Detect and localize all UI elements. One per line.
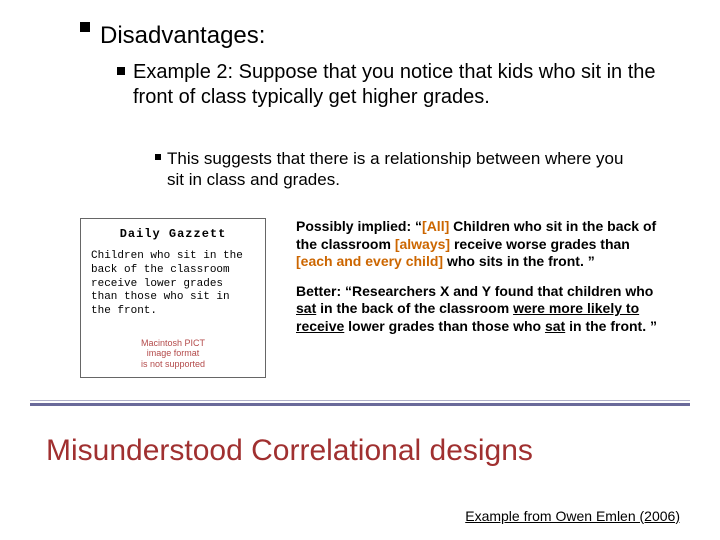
underlined-sat-2: sat — [545, 318, 565, 334]
bullet-level-1: Disadvantages: — [80, 22, 265, 50]
quote-open: “ — [415, 218, 422, 234]
square-bullet-icon — [155, 154, 161, 160]
better-text: in the back of the classroom — [316, 300, 513, 316]
relationship-text: This suggests that there is a relationsh… — [167, 148, 645, 191]
better-text: lower grades than those who — [344, 318, 545, 334]
better-paragraph: Better: “Researchers X and Y found that … — [296, 283, 670, 336]
bracket-each: [each and every child] — [296, 253, 443, 269]
bullet-level-3: This suggests that there is a relationsh… — [155, 148, 645, 191]
pict-placeholder: Macintosh PICT image format is not suppo… — [81, 338, 265, 369]
implied-text: who sits in the front. ” — [443, 253, 595, 269]
underlined-sat: sat — [296, 300, 316, 316]
divider-thick-line — [30, 403, 690, 406]
slide-title: Misunderstood Correlational designs — [46, 434, 533, 468]
bullet-level-2: Example 2: Suppose that you notice that … — [117, 60, 657, 110]
slide: Disadvantages: Example 2: Suppose that y… — [0, 0, 720, 540]
two-column-area: Daily Gazzett Children who sit in the ba… — [80, 218, 670, 378]
better-label: Better: — [296, 283, 345, 299]
newspaper-body: Children who sit in the back of the clas… — [91, 250, 255, 319]
newspaper-header: Daily Gazzett — [91, 227, 255, 242]
placeholder-line: image format — [147, 348, 200, 358]
newspaper-box: Daily Gazzett Children who sit in the ba… — [80, 218, 266, 378]
square-bullet-icon — [117, 67, 125, 75]
square-bullet-icon — [80, 22, 90, 32]
attribution-link[interactable]: Example from Owen Emlen (2006) — [465, 508, 680, 524]
implied-label: Possibly implied: — [296, 218, 415, 234]
placeholder-line: Macintosh PICT — [141, 338, 205, 348]
placeholder-line: is not supported — [141, 359, 205, 369]
divider — [30, 400, 690, 406]
right-column: Possibly implied: “[All] Children who si… — [296, 218, 670, 378]
example-text: Example 2: Suppose that you notice that … — [133, 60, 657, 110]
disadvantages-heading: Disadvantages: — [100, 22, 265, 50]
divider-thin-line — [30, 400, 690, 401]
better-text: “Researchers X and Y found that children… — [345, 283, 653, 299]
possibly-implied-paragraph: Possibly implied: “[All] Children who si… — [296, 218, 670, 271]
bracket-always: [always] — [395, 236, 450, 252]
bracket-all: [All] — [422, 218, 449, 234]
implied-text: receive worse grades than — [450, 236, 630, 252]
better-text: in the front. ” — [565, 318, 657, 334]
